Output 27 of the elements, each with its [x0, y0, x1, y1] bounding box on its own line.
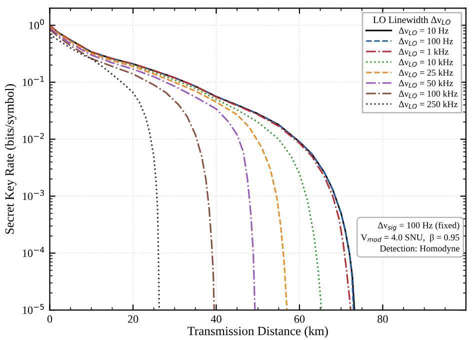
line-series [50, 33, 160, 310]
x-tick-label: 60 [294, 315, 305, 323]
y-tick-label: 10$^{−1}$ [22, 76, 44, 86]
y-tick-label: 10$^{−5}$ [22, 304, 44, 314]
y-tick-label: 10$^{0}$ [29, 19, 44, 30]
legend-label: Δν$_{LO}$ = 1 kHz [398, 48, 448, 56]
legend-label: Δν$_{LO}$ = 10 kHz [398, 58, 453, 67]
annotation: Detection: Homodyne [380, 245, 460, 254]
legend-label: Δν$_{LO}$ = 10 Hz [398, 28, 448, 36]
line-series [50, 28, 215, 310]
x-tick-label: 0 [47, 315, 52, 323]
legend-label: Δν$_{LO}$ = 250 kHz [398, 100, 458, 109]
y-tick-label: 10$^{−4}$ [22, 246, 44, 258]
legend-label: Δν$_{LO}$ = 100 kHz [398, 90, 458, 98]
legend-label: Δν$_{LO}$ = 100 Hz [398, 38, 453, 46]
legend-label: Δν$_{LO}$ = 50 kHz [398, 80, 453, 88]
x-axis-title: Transmission Distance (km) [187, 326, 328, 338]
annotation: V$_{mod}$ = 4.0 SNU, β = 0.95 [360, 234, 460, 242]
x-tick-label: 80 [378, 315, 388, 323]
legend-label: Δν$_{LO}$ = 25 kHz [398, 69, 453, 78]
y-axis-title: Secret Key Rate (bits/symbol) [4, 84, 16, 234]
x-tick-label: 20 [128, 315, 138, 323]
annotation: Δν$_{sig}$ = 100 Hz (fixed) [378, 222, 460, 232]
y-tick-label: 10$^{−2}$ [22, 133, 44, 144]
x-tick-label: 40 [210, 315, 222, 323]
legend-title: LO Linewidth Δν$_{LO}$ [373, 16, 450, 25]
y-tick-label: 10$^{−3}$ [22, 190, 44, 200]
